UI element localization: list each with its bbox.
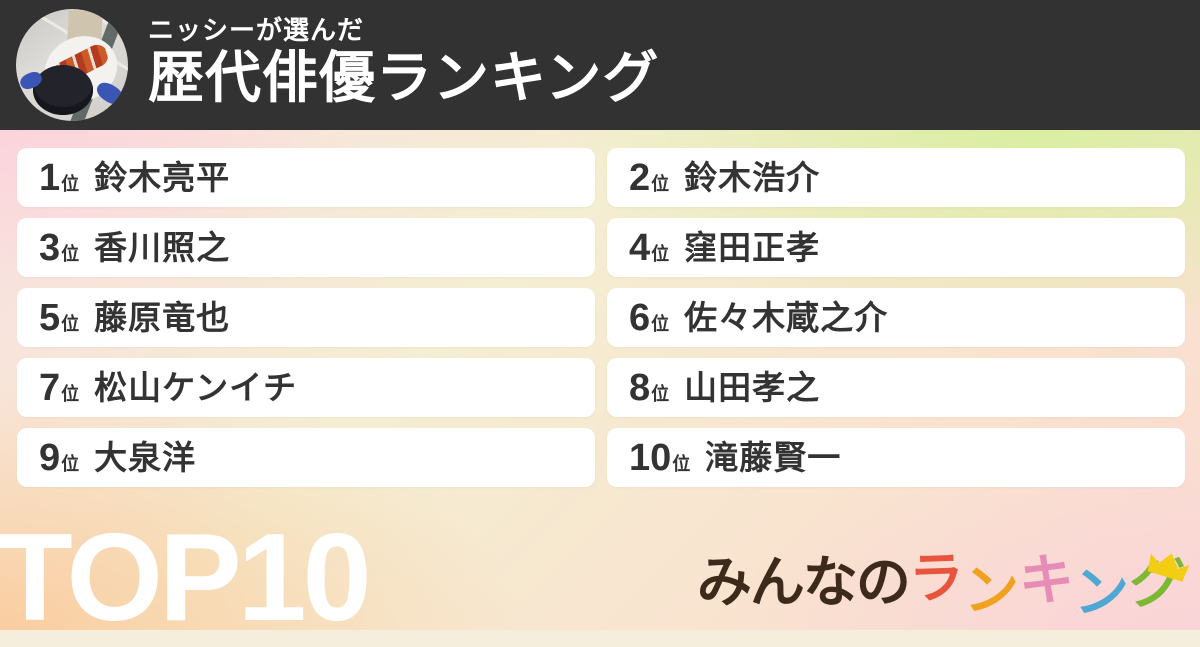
- header-bar: ニッシーが選んだ 歴代俳優ランキング: [0, 0, 1200, 130]
- ranking-title: 歴代俳優ランキング: [148, 45, 660, 109]
- rank-suffix: 位: [651, 313, 670, 334]
- rank-number: 6: [629, 296, 651, 339]
- actor-name: 山田孝之: [684, 369, 821, 406]
- rank-suffix: 位: [651, 173, 670, 194]
- logo-char-gu: グ: [1127, 552, 1190, 616]
- logo-text-black: みんなの: [696, 551, 911, 613]
- rank-number: 3: [39, 226, 61, 269]
- actor-name: 松山ケンイチ: [94, 369, 298, 406]
- rank-suffix: 位: [61, 243, 80, 264]
- rank-suffix: 位: [61, 383, 80, 404]
- logo-char-n1: ン: [963, 559, 1019, 621]
- actor-name: 大泉洋: [94, 439, 197, 476]
- avatar-photo-detail: [33, 65, 93, 115]
- rank-suffix: 位: [651, 243, 670, 264]
- actor-name: 滝藤賢一: [705, 439, 842, 476]
- ranking-card-10: 10 位 滝藤賢一: [607, 428, 1185, 487]
- rank-number: 4: [629, 226, 651, 269]
- rank-number: 7: [39, 366, 61, 409]
- rank-suffix: 位: [61, 173, 80, 194]
- logo-char-ra: ラ: [907, 546, 965, 610]
- rank-badge: 10 位: [629, 439, 690, 477]
- actor-name: 鈴木浩介: [684, 159, 821, 196]
- rank-number: 1: [39, 156, 61, 199]
- crown-icon: [1147, 529, 1197, 582]
- rank-number: 9: [39, 436, 61, 479]
- header-text-block: ニッシーが選んだ 歴代俳優ランキング: [148, 15, 660, 109]
- ranking-subtitle: ニッシーが選んだ: [148, 15, 365, 45]
- logo-char-n2: ン: [1073, 561, 1129, 623]
- rank-suffix: 位: [651, 383, 670, 404]
- rank-number: 8: [629, 366, 651, 409]
- top10-label: TOP10: [0, 509, 372, 647]
- actor-name: 佐々木蔵之介: [684, 299, 889, 336]
- rank-suffix: 位: [672, 453, 691, 474]
- rank-number: 2: [629, 156, 651, 199]
- logo-char-ki: キ: [1017, 548, 1076, 612]
- rank-number: 10: [629, 436, 672, 479]
- actor-name: 藤原竜也: [94, 299, 231, 336]
- actor-name: 窪田正孝: [684, 229, 821, 266]
- actor-name: 鈴木亮平: [94, 159, 231, 196]
- user-avatar: [16, 9, 128, 121]
- minna-no-ranking-logo: みんなの ラ ン キ ン グ: [696, 546, 1190, 621]
- rank-suffix: 位: [61, 453, 80, 474]
- actor-name: 香川照之: [94, 229, 231, 266]
- avatar-photo-detail: [93, 78, 127, 109]
- rank-suffix: 位: [61, 313, 80, 334]
- rank-number: 5: [39, 296, 61, 339]
